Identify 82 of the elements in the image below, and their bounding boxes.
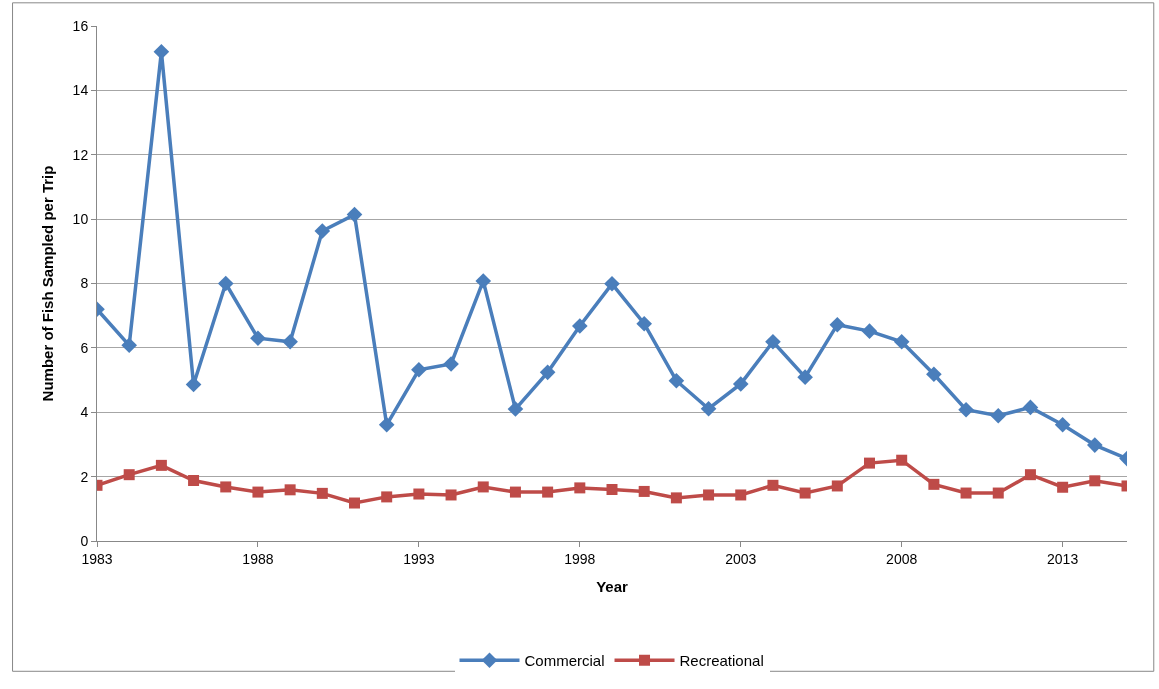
point	[893, 333, 910, 350]
point	[1024, 469, 1036, 481]
point	[765, 333, 781, 350]
point	[378, 417, 395, 433]
y-tick-label: 10	[72, 211, 89, 228]
point	[1022, 399, 1039, 416]
point	[346, 206, 363, 223]
point	[188, 474, 200, 486]
point	[990, 407, 1007, 424]
point	[314, 223, 331, 239]
legend-label: Commercial	[524, 652, 605, 670]
point	[121, 337, 137, 354]
point	[767, 479, 779, 491]
legend-label: Recreational	[679, 652, 764, 670]
point	[799, 487, 811, 499]
point	[539, 364, 556, 381]
point	[604, 276, 620, 292]
point	[443, 356, 459, 372]
point	[542, 486, 554, 498]
point	[155, 459, 167, 471]
point	[668, 372, 685, 389]
point	[829, 316, 846, 333]
x-tick-label: 1983	[81, 550, 113, 567]
point	[574, 482, 586, 494]
y-tick-label: 8	[80, 275, 89, 292]
y-tick-label: 0	[80, 532, 89, 549]
y-tick-label: 16	[72, 17, 89, 34]
point	[926, 366, 942, 383]
point	[703, 489, 715, 501]
x-axis-title: Year	[596, 577, 629, 595]
y-tick-label: 6	[80, 339, 89, 356]
point	[700, 400, 717, 417]
point	[123, 469, 135, 481]
point	[381, 491, 393, 503]
point	[1054, 417, 1071, 433]
point	[864, 457, 875, 469]
y-tick-label: 14	[72, 82, 89, 99]
x-tick-label: 1988	[242, 550, 274, 567]
point	[284, 484, 296, 496]
point	[282, 333, 298, 350]
point	[928, 478, 940, 490]
point	[960, 487, 972, 499]
point	[477, 481, 489, 493]
x-tick-label: 1998	[564, 550, 596, 567]
point	[831, 480, 843, 492]
x-tick-label: 1993	[403, 550, 435, 567]
y-axis-title: Number of Fish Sampled per Trip	[38, 165, 56, 402]
point	[638, 485, 650, 497]
point	[411, 361, 427, 378]
point	[1089, 475, 1101, 487]
x-tick-label: 2003	[725, 550, 757, 567]
point	[509, 486, 521, 498]
point	[252, 486, 264, 498]
point	[507, 401, 524, 417]
point	[606, 484, 618, 495]
point	[797, 369, 813, 385]
point	[958, 401, 974, 418]
point	[1087, 437, 1103, 453]
point	[349, 497, 360, 509]
point	[861, 323, 878, 339]
point	[992, 487, 1004, 499]
point	[670, 492, 682, 504]
point	[413, 488, 425, 500]
point	[896, 454, 908, 466]
point	[1057, 481, 1069, 493]
point	[153, 43, 170, 60]
point	[185, 376, 202, 393]
x-tick-label: 2008	[886, 550, 918, 567]
point	[475, 273, 492, 289]
x-tick-label: 2013	[1047, 550, 1079, 567]
y-tick-label: 2	[80, 468, 89, 485]
point	[250, 330, 266, 347]
point	[572, 318, 588, 334]
point	[316, 487, 328, 499]
point	[445, 489, 457, 501]
point	[220, 481, 232, 493]
point	[217, 275, 234, 292]
point	[732, 376, 749, 392]
point	[735, 489, 747, 501]
y-tick-label: 12	[72, 146, 89, 163]
y-tick-label: 4	[80, 404, 89, 421]
point	[636, 315, 652, 332]
